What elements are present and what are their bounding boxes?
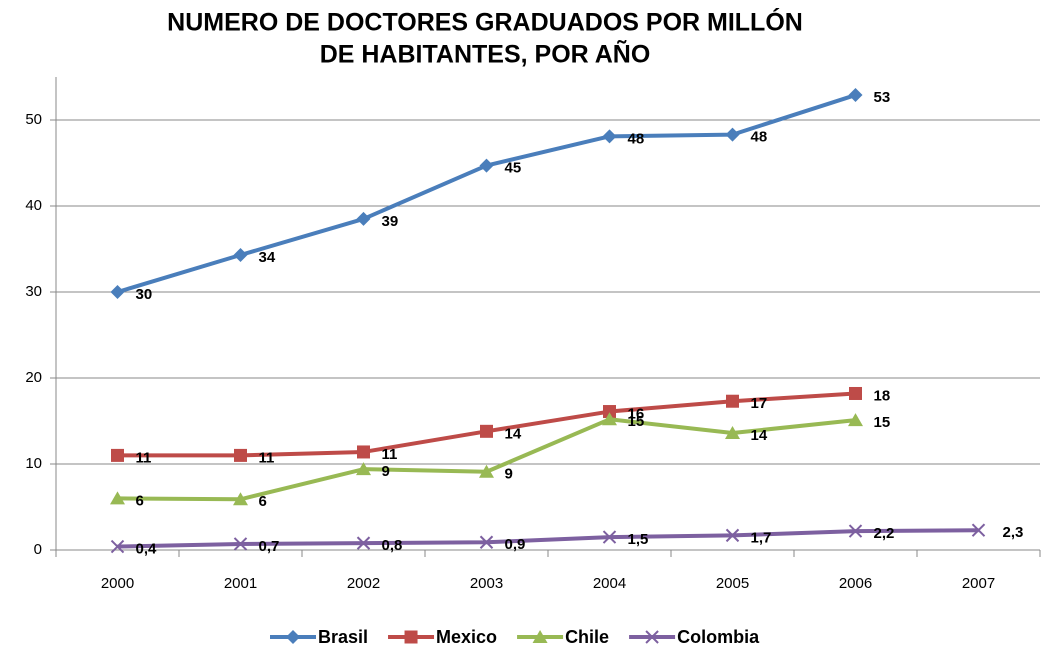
legend-label: Colombia [677, 627, 760, 647]
marker [848, 524, 863, 538]
x-tick-label: 2003 [470, 575, 503, 592]
series-line [116, 93, 857, 294]
data-label: 45 [505, 160, 522, 177]
marker [356, 462, 371, 476]
marker [725, 127, 740, 142]
legend-label: Brasil [318, 627, 368, 647]
y-tick-label: 30 [25, 283, 42, 300]
data-label: 11 [382, 446, 398, 463]
data-label: 48 [751, 129, 768, 146]
y-tick-label: 0 [34, 541, 42, 558]
data-label: 53 [874, 89, 891, 106]
marker [233, 248, 248, 263]
data-label: 14 [505, 425, 522, 442]
x-tick-label: 2005 [716, 575, 749, 592]
marker [110, 285, 125, 299]
marker [356, 536, 371, 550]
data-label: 48 [628, 130, 645, 147]
data-label: 39 [382, 213, 399, 230]
marker [233, 537, 248, 551]
data-label: 0,4 [136, 541, 158, 558]
legend-marker [645, 630, 659, 644]
legend-label: Mexico [436, 627, 497, 647]
marker [848, 413, 863, 427]
x-tick-label: 2007 [962, 575, 995, 592]
data-label: 2,2 [874, 525, 895, 542]
x-tick-label: 2001 [224, 575, 257, 592]
chart-title: DE HABITANTES, POR AÑO [320, 39, 651, 69]
marker [234, 448, 247, 462]
data-label: 18 [874, 387, 891, 404]
data-label: 0,9 [505, 536, 526, 553]
legend-marker [404, 630, 418, 644]
data-label: 1,5 [628, 531, 649, 548]
x-tick-label: 2004 [593, 575, 626, 592]
legend-marker [286, 630, 300, 644]
data-label: 14 [751, 427, 768, 444]
data-label: 0,7 [259, 538, 280, 555]
marker [233, 492, 248, 506]
data-label: 9 [505, 466, 513, 483]
data-label: 15 [874, 414, 891, 431]
x-tick-label: 2000 [101, 575, 134, 592]
data-label: 17 [751, 395, 768, 412]
marker [725, 426, 740, 440]
data-label: 11 [259, 449, 275, 466]
y-tick-label: 10 [25, 455, 42, 472]
marker [602, 129, 617, 144]
marker [602, 530, 617, 544]
x-tick-label: 2002 [347, 575, 380, 592]
y-tick-label: 40 [25, 197, 42, 214]
data-label: 9 [382, 463, 390, 480]
series-line [117, 528, 979, 549]
marker [971, 523, 986, 537]
marker [726, 394, 739, 408]
series-line [117, 391, 856, 458]
marker [110, 539, 125, 554]
marker [849, 386, 862, 400]
data-label: 2,3 [1003, 524, 1024, 541]
marker [111, 448, 124, 462]
data-label: 6 [136, 492, 144, 509]
y-tick-label: 20 [25, 369, 42, 386]
marker [603, 405, 616, 419]
legend-label: Chile [565, 627, 609, 647]
data-label: 34 [259, 249, 276, 266]
marker [480, 424, 493, 438]
data-label: 1,7 [751, 529, 772, 546]
marker [725, 528, 740, 543]
data-label: 15 [628, 413, 645, 430]
marker [479, 464, 494, 478]
y-tick-label: 50 [25, 111, 42, 128]
marker [602, 412, 617, 426]
marker [479, 535, 494, 549]
data-label: 0,8 [382, 537, 403, 554]
marker [110, 491, 125, 505]
x-tick-label: 2006 [839, 575, 872, 592]
data-label: 6 [259, 493, 267, 510]
data-label: 11 [136, 449, 152, 466]
marker [848, 88, 863, 103]
marker [356, 211, 371, 226]
data-label: 16 [628, 406, 645, 423]
legend-marker [532, 630, 548, 643]
marker [479, 158, 494, 173]
marker [357, 445, 370, 459]
chart-title: NUMERO DE DOCTORES GRADUADOS POR MILLÓN [167, 7, 803, 37]
data-label: 30 [136, 286, 153, 303]
